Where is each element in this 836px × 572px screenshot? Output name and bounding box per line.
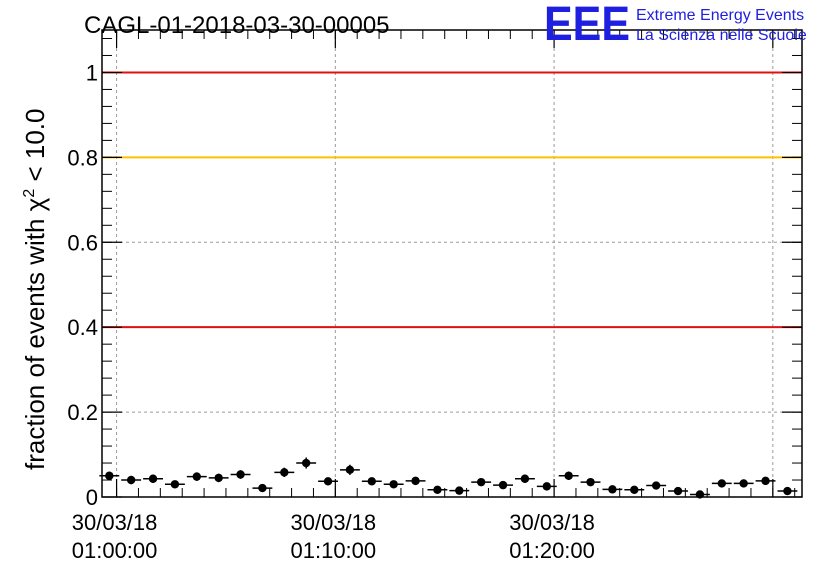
data-point bbox=[624, 485, 645, 494]
data-point bbox=[755, 476, 776, 486]
y-tick-label: 0.2 bbox=[67, 400, 98, 425]
y-axis-label-chi: χ bbox=[20, 197, 50, 211]
data-marker bbox=[170, 480, 180, 489]
data-marker bbox=[455, 486, 464, 495]
data-marker bbox=[345, 465, 355, 475]
data-point bbox=[733, 479, 754, 488]
data-point bbox=[361, 477, 382, 486]
data-point bbox=[143, 474, 163, 483]
x-tick-label-date: 30/03/18 bbox=[72, 510, 158, 535]
data-point bbox=[427, 485, 448, 494]
data-point bbox=[471, 477, 492, 487]
x-tick-label-date: 30/03/18 bbox=[291, 510, 377, 535]
data-point bbox=[318, 477, 338, 486]
data-point bbox=[449, 486, 470, 495]
x-tick-label-time: 01:10:00 bbox=[291, 538, 377, 563]
data-point bbox=[777, 486, 798, 496]
y-tick-label: 0.4 bbox=[67, 315, 98, 340]
data-marker bbox=[651, 481, 661, 490]
data-marker bbox=[280, 468, 289, 477]
data-point bbox=[711, 479, 732, 488]
data-marker bbox=[586, 477, 595, 487]
data-marker bbox=[126, 475, 136, 485]
chart-title: CAGL-01-2018-03-30-00005 bbox=[84, 12, 390, 39]
data-marker bbox=[389, 480, 398, 489]
data-point bbox=[493, 480, 513, 490]
x-tick-label-time: 01:20:00 bbox=[509, 538, 595, 563]
data-point bbox=[580, 477, 601, 487]
data-point bbox=[121, 475, 142, 485]
data-marker bbox=[148, 474, 158, 483]
data-marker bbox=[236, 470, 245, 479]
data-marker bbox=[761, 476, 770, 486]
data-point bbox=[339, 464, 360, 475]
y-axis-label: fraction of events with χ2 < 10.0 bbox=[20, 109, 50, 470]
data-point bbox=[230, 470, 251, 479]
x-tick-label-time: 01:00:00 bbox=[72, 538, 158, 563]
x-tick-label-date: 30/03/18 bbox=[509, 510, 595, 535]
data-marker bbox=[739, 479, 748, 488]
data-points bbox=[99, 457, 798, 499]
eee-logo: EEE Extreme Energy Events La Scienza nel… bbox=[544, 0, 807, 51]
data-point bbox=[668, 486, 688, 496]
data-marker bbox=[105, 471, 114, 480]
data-point bbox=[208, 473, 229, 483]
data-marker bbox=[630, 485, 639, 494]
y-tick-label: 0.8 bbox=[67, 145, 98, 170]
data-point bbox=[186, 472, 207, 481]
axes bbox=[102, 30, 802, 498]
y-tick-label: 1 bbox=[86, 60, 98, 85]
y-axis-label-suffix: < 10.0 bbox=[20, 109, 50, 189]
data-marker bbox=[608, 485, 617, 494]
data-point bbox=[646, 481, 667, 490]
data-point bbox=[514, 474, 535, 483]
data-point bbox=[405, 476, 426, 486]
data-marker bbox=[301, 458, 311, 468]
y-axis-label-superscript: 2 bbox=[21, 189, 38, 198]
data-marker bbox=[673, 486, 683, 496]
data-marker bbox=[476, 477, 486, 487]
tick-labels: 0 0.2 0.4 0.6 0.8 1 30/03/18 01:00:00 30/03/18 01… bbox=[67, 60, 594, 563]
data-point bbox=[296, 457, 317, 469]
data-point bbox=[536, 482, 557, 491]
data-marker bbox=[214, 473, 223, 483]
y-tick-label: 0 bbox=[86, 485, 98, 510]
logo-line2: La Scienza nelle Scuole bbox=[636, 27, 807, 44]
data-marker bbox=[433, 485, 442, 494]
reference-lines bbox=[102, 71, 802, 329]
data-marker bbox=[367, 477, 376, 486]
data-marker bbox=[564, 471, 573, 480]
data-marker bbox=[192, 472, 201, 481]
data-marker bbox=[323, 477, 333, 486]
data-point bbox=[558, 471, 579, 481]
data-point bbox=[602, 485, 623, 494]
data-marker bbox=[783, 486, 792, 496]
data-point bbox=[164, 480, 185, 489]
logo-line1: Extreme Energy Events bbox=[636, 7, 804, 24]
data-marker bbox=[258, 483, 267, 493]
data-point bbox=[274, 467, 295, 478]
y-axis-label-prefix: fraction of events with bbox=[20, 211, 50, 470]
data-point bbox=[252, 483, 273, 493]
data-marker bbox=[498, 480, 508, 490]
data-marker bbox=[411, 476, 420, 486]
plot-frame bbox=[101, 29, 803, 498]
data-marker bbox=[717, 479, 726, 488]
data-point bbox=[383, 480, 404, 489]
data-marker bbox=[542, 482, 551, 491]
data-marker bbox=[520, 474, 530, 483]
eee-logo-mark: EEE bbox=[544, 0, 630, 51]
y-tick-label: 0.6 bbox=[67, 230, 98, 255]
